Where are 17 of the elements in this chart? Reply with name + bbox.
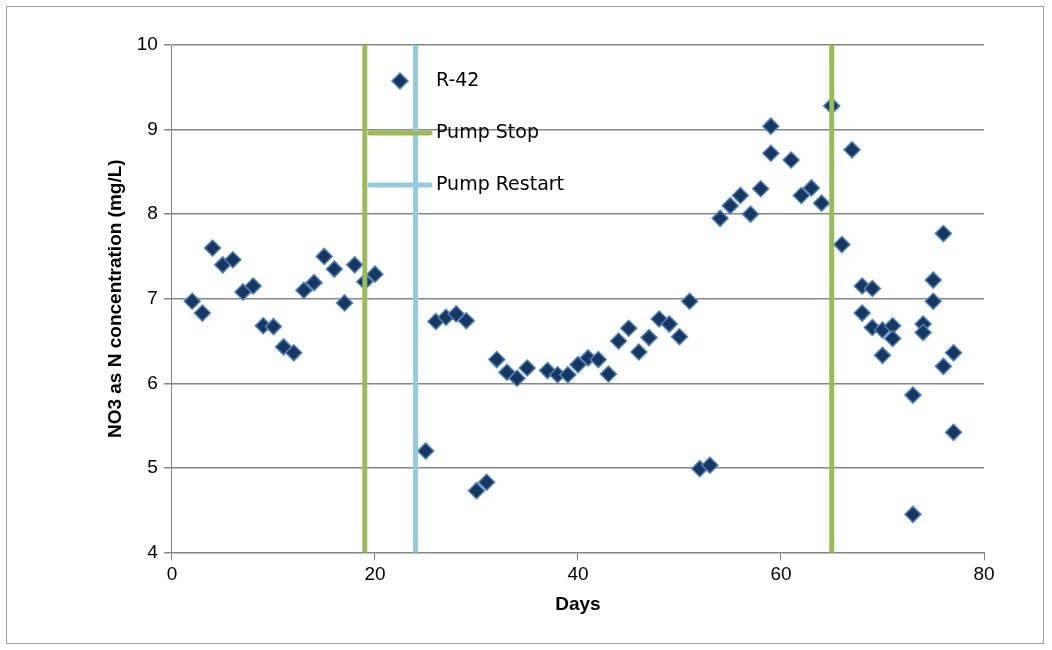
y-tick-label: 8 <box>147 202 158 224</box>
x-tick-label: 0 <box>166 563 178 585</box>
ref-line-label: Pump Restart <box>435 171 565 194</box>
y-tick-label: 4 <box>147 540 159 562</box>
x-tick-label: 80 <box>973 563 995 585</box>
y-tick-label: 7 <box>147 286 158 308</box>
y-tick-label: 9 <box>147 117 158 139</box>
legend-label: R-42 <box>435 67 480 90</box>
y-axis-title: NO3 as N concentration (mg/L) <box>103 159 125 439</box>
ref-line-label: Pump Stop <box>435 119 539 142</box>
y-tick-label: 6 <box>147 371 158 393</box>
y-tick-label: 5 <box>147 456 158 478</box>
x-tick-label: 40 <box>567 563 589 585</box>
x-tick-label: 60 <box>770 563 792 585</box>
x-axis-title: Days <box>555 592 601 614</box>
y-tick-label: 10 <box>136 33 158 55</box>
x-tick-label: 20 <box>364 563 386 585</box>
